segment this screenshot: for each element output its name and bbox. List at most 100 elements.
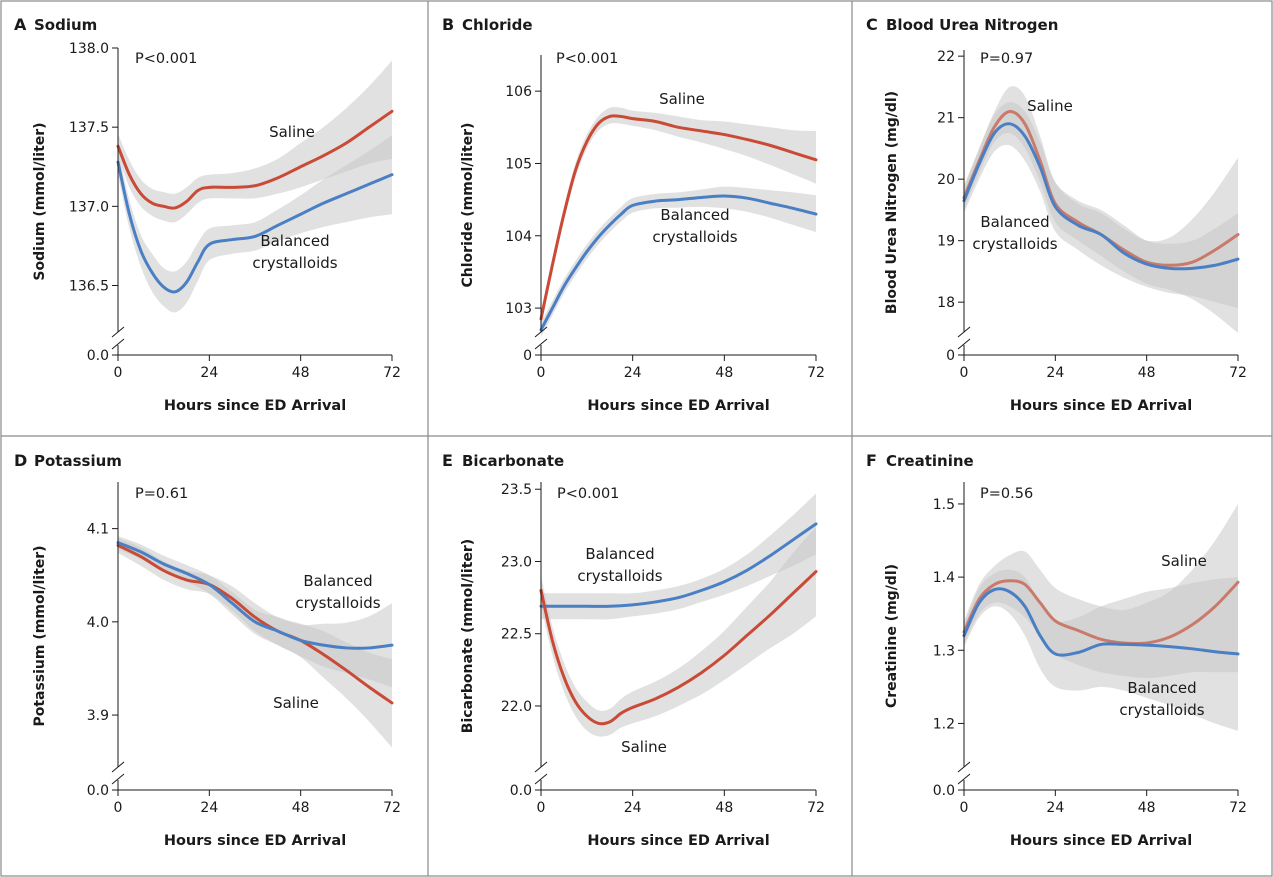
- y-tick-label: 4.1: [87, 522, 109, 538]
- x-tick-label: 72: [807, 800, 825, 816]
- confidence-band: [964, 102, 1238, 309]
- panel-letter: B: [442, 15, 454, 34]
- x-tick-label: 24: [200, 800, 218, 816]
- x-tick-label: 72: [383, 365, 401, 381]
- series-line: [539, 114, 818, 321]
- panel-title: Bicarbonate: [462, 452, 564, 470]
- y-tick-label: 0.0: [933, 783, 955, 799]
- series-label: Saline: [273, 694, 319, 712]
- x-axis-label: Hours since ED Arrival: [164, 833, 346, 849]
- panel-letter: F: [866, 451, 877, 470]
- x-axis-label: Hours since ED Arrival: [1010, 833, 1192, 849]
- y-tick-label: 19: [937, 234, 955, 250]
- x-tick-label: 72: [383, 800, 401, 816]
- series-line: [962, 579, 1240, 646]
- x-tick-label: 24: [1046, 365, 1064, 381]
- y-tick-label: 0: [946, 348, 955, 364]
- y-axis-label: Sodium (mmol/liter): [32, 122, 48, 280]
- series-label: Balanced crystalloids: [577, 545, 662, 585]
- y-tick-label: 137.5: [69, 120, 109, 136]
- series-label: Saline: [1161, 552, 1207, 570]
- panel-letter: A: [14, 15, 27, 34]
- series-label: Balanced crystalloids: [295, 572, 380, 612]
- axis-break-mark: [534, 761, 548, 773]
- y-tick-label: 1.5: [933, 497, 955, 513]
- series-label: Balanced crystalloids: [1119, 679, 1204, 719]
- y-tick-label: 3.9: [87, 708, 109, 724]
- x-axis-label: Hours since ED Arrival: [164, 398, 346, 414]
- axis-break-mark: [957, 773, 971, 785]
- x-tick-label: 0: [960, 800, 969, 816]
- series-label: Saline: [659, 90, 705, 108]
- p-value-annotation: P=0.56: [980, 486, 1033, 502]
- series-line: [116, 541, 394, 650]
- y-tick-label: 23.5: [501, 482, 532, 498]
- x-tick-label: 24: [200, 365, 218, 381]
- axis-break-mark: [957, 326, 971, 338]
- panel-c: C Blood Urea Nitrogen 0 18 19 20 21 22 0 24 48 72 Ho…: [866, 15, 1247, 414]
- x-tick-label: 0: [537, 800, 546, 816]
- x-tick-label: 48: [715, 800, 733, 816]
- series-line: [116, 160, 394, 294]
- confidence-band: [118, 60, 392, 223]
- y-axis-label: Potassium (mmol/liter): [32, 545, 48, 726]
- axis-break-mark: [534, 326, 548, 338]
- p-value-annotation: P<0.001: [556, 51, 618, 67]
- x-tick-label: 72: [1229, 365, 1247, 381]
- y-tick-label: 21: [937, 111, 955, 127]
- axis-break-mark: [111, 773, 125, 785]
- y-tick-label: 1.2: [933, 716, 955, 732]
- panel-letter: E: [442, 451, 453, 470]
- x-tick-label: 0: [114, 365, 123, 381]
- x-tick-label: 24: [624, 365, 642, 381]
- x-axis-label: Hours since ED Arrival: [1010, 398, 1192, 414]
- panel-b: B Chloride 0 103 104 105 106 0 24 48 72 Hours since…: [442, 15, 825, 414]
- series-line: [539, 570, 818, 726]
- y-tick-label: 1.3: [933, 643, 955, 659]
- x-tick-label: 0: [537, 365, 546, 381]
- confidence-band: [964, 569, 1238, 731]
- y-tick-label: 22.5: [501, 627, 532, 643]
- panel-title: Potassium: [34, 452, 122, 470]
- x-tick-label: 24: [1046, 800, 1064, 816]
- y-tick-label: 22: [937, 49, 955, 65]
- y-axis-label: Bicarbonate (mmol/liter): [460, 539, 476, 733]
- series-line: [962, 122, 1240, 271]
- y-tick-label: 23.0: [501, 554, 532, 570]
- y-tick-label: 104: [505, 229, 532, 245]
- y-tick-label: 137.0: [69, 199, 109, 215]
- y-tick-label: 138.0: [69, 41, 109, 57]
- x-tick-label: 0: [114, 800, 123, 816]
- series-line: [962, 110, 1240, 267]
- y-tick-label: 20: [937, 172, 955, 188]
- x-tick-label: 0: [960, 365, 969, 381]
- panel-a: A Sodium 0.0 136.5 137.0 137.5 138.0 0 24 48 72 Hou…: [14, 15, 401, 414]
- y-tick-label: 0.0: [87, 348, 109, 364]
- series-label: Saline: [269, 123, 315, 141]
- y-axis-label: Chloride (mmol/liter): [460, 123, 476, 288]
- y-tick-label: 22.0: [501, 699, 532, 715]
- series-label: Saline: [621, 738, 667, 756]
- p-value-annotation: P<0.001: [557, 486, 619, 502]
- axis-break-mark: [534, 338, 548, 350]
- panel-e: E Bicarbonate 0.0 22.0 22.5 23.0 23.5 0 24 48 72 Ho…: [442, 451, 825, 849]
- axis-break-mark: [111, 326, 125, 338]
- series-line: [539, 194, 818, 332]
- x-axis-label: Hours since ED Arrival: [587, 398, 769, 414]
- axis-break-mark: [957, 338, 971, 350]
- panel-letter: C: [866, 15, 878, 34]
- panel-title: Blood Urea Nitrogen: [886, 16, 1058, 34]
- x-tick-label: 48: [1138, 365, 1156, 381]
- series-line: [962, 587, 1240, 657]
- y-tick-label: 0: [523, 348, 532, 364]
- y-axis-label: Blood Urea Nitrogen (mg/dl): [884, 91, 900, 314]
- panel-title: Chloride: [462, 16, 533, 34]
- x-tick-label: 24: [624, 800, 642, 816]
- y-tick-label: 105: [505, 156, 532, 172]
- y-tick-label: 103: [505, 301, 532, 317]
- p-value-annotation: P=0.61: [135, 486, 188, 502]
- x-tick-label: 72: [1229, 800, 1247, 816]
- x-tick-label: 48: [715, 365, 733, 381]
